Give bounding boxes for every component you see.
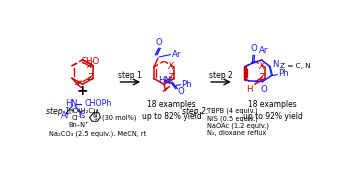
Text: X: X (258, 62, 264, 71)
Text: TBPB (4 equiv.): TBPB (4 equiv.) (207, 107, 257, 114)
Text: Z: Z (87, 73, 93, 82)
Text: O: O (178, 87, 185, 96)
Text: Z = C, N: Z = C, N (280, 63, 311, 69)
Text: (30 mol%): (30 mol%) (102, 114, 137, 121)
Text: N: N (272, 60, 279, 69)
Text: NIS (0.5 equiv.): NIS (0.5 equiv.) (207, 115, 258, 122)
Text: step 2:: step 2: (182, 107, 208, 116)
Text: CHO: CHO (80, 57, 100, 67)
Text: step 2: step 2 (209, 71, 232, 80)
Text: Ph: Ph (278, 69, 289, 78)
Text: S: S (93, 116, 97, 121)
Text: Ar: Ar (61, 111, 70, 120)
Text: step 1: step 1 (118, 71, 142, 80)
Text: O: O (260, 85, 267, 94)
Text: +: + (77, 84, 88, 98)
Text: NaOAc (1.2 equiv.): NaOAc (1.2 equiv.) (207, 123, 269, 129)
Text: Ph: Ph (181, 80, 192, 89)
Text: N₂, dioxane reflux: N₂, dioxane reflux (207, 130, 266, 136)
Text: Z: Z (258, 73, 264, 82)
Text: Ar: Ar (172, 50, 181, 59)
Text: O: O (156, 38, 163, 47)
Text: Ts: Ts (78, 111, 87, 120)
Text: Ar: Ar (259, 46, 268, 55)
Text: Cl⁻: Cl⁻ (72, 115, 82, 121)
Text: step 1:: step 1: (46, 107, 73, 116)
Text: N: N (70, 99, 77, 108)
Text: HN: HN (158, 76, 171, 84)
Text: Na₂CO₃ (2.5 equiv.). MeCN, rt: Na₂CO₃ (2.5 equiv.). MeCN, rt (48, 130, 146, 137)
Text: Z: Z (167, 73, 173, 82)
Text: X: X (167, 62, 173, 71)
Text: CHOPh: CHOPh (84, 99, 111, 108)
Text: O: O (251, 44, 257, 53)
Text: H: H (246, 85, 252, 94)
Text: X: X (87, 60, 93, 70)
Text: HO(H₂C)₂: HO(H₂C)₂ (68, 107, 98, 114)
Text: 18 examples
up to 82% yield: 18 examples up to 82% yield (142, 100, 201, 121)
Text: Bn–N⁺: Bn–N⁺ (69, 122, 89, 128)
Text: 18 examples
up to 92% yield: 18 examples up to 92% yield (243, 100, 303, 121)
Text: N: N (93, 113, 97, 118)
Text: H: H (65, 99, 71, 108)
